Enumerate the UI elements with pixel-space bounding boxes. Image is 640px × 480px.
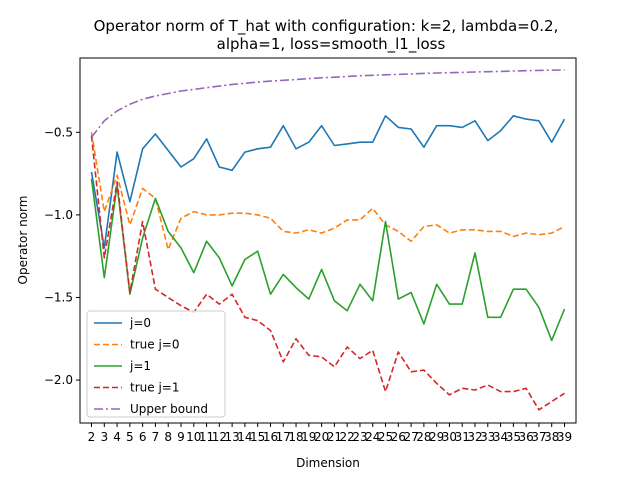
x-tick-label: 34 — [493, 430, 508, 444]
legend-label: true j=0 — [130, 338, 179, 352]
x-tick-label: 9 — [177, 430, 185, 444]
x-axis-label: Dimension — [296, 456, 360, 470]
x-tick-label: 8 — [164, 430, 172, 444]
series-line-upper-bound — [90, 69, 565, 138]
x-tick-label: 29 — [429, 430, 444, 444]
x-tick-label: 14 — [237, 430, 252, 444]
plot-frame — [79, 57, 577, 424]
x-tick-label: 24 — [365, 430, 380, 444]
x-tick-label: 7 — [152, 430, 160, 444]
x-tick-label: 33 — [480, 430, 495, 444]
x-tick-label: 4 — [113, 430, 121, 444]
chart-title: Operator norm of T_hat with configuratio… — [94, 17, 559, 54]
x-axis: 2 3 4 5 6 7 8 9 10111213141516171819202122232425… — [88, 423, 572, 444]
x-tick-label: 2 — [88, 430, 96, 444]
x-tick-label: 26 — [391, 430, 406, 444]
x-tick-label: 38 — [544, 430, 559, 444]
series-line-true-j-1 — [90, 135, 565, 411]
y-tick-label: −0.5 — [44, 125, 73, 139]
chart-title-line-1: Operator norm of T_hat with configuratio… — [94, 17, 559, 36]
legend-label: j=1 — [129, 359, 151, 373]
legend-label: true j=1 — [130, 381, 179, 395]
x-tick-label: 28 — [416, 430, 431, 444]
x-tick-label: 36 — [519, 430, 534, 444]
x-tick-label: 16 — [263, 430, 278, 444]
chart-title-line-2: alpha=1, loss=smooth_l1_loss — [217, 35, 446, 54]
series-layer — [90, 69, 566, 411]
x-tick-label: 23 — [352, 430, 367, 444]
x-tick-label: 20 — [314, 430, 329, 444]
x-tick-label: 11 — [199, 430, 214, 444]
legend-label: Upper bound — [130, 402, 208, 416]
x-tick-label: 30 — [442, 430, 457, 444]
y-axis: −2.0 −1.5 −1.0 −0.5 — [44, 125, 80, 387]
series-line-true-j-0 — [90, 132, 565, 251]
x-tick-label: 25 — [378, 430, 393, 444]
x-tick-label: 39 — [557, 430, 572, 444]
series-line-j-1 — [90, 178, 566, 342]
y-tick-label: −1.5 — [44, 290, 73, 304]
x-tick-label: 6 — [139, 430, 147, 444]
y-axis-label: Operator norm — [16, 196, 30, 285]
x-tick-label: 3 — [100, 430, 108, 444]
x-tick-label: 19 — [301, 430, 316, 444]
legend: j=0 true j=0 j=1 true j=1 Upper bound — [86, 310, 226, 418]
x-tick-label: 10 — [186, 430, 201, 444]
x-tick-label: 15 — [250, 430, 265, 444]
x-tick-label: 13 — [224, 430, 239, 444]
x-tick-label: 22 — [340, 430, 355, 444]
y-tick-label: −2.0 — [44, 373, 73, 387]
x-tick-label: 5 — [126, 430, 134, 444]
legend-label: j=0 — [129, 316, 151, 330]
legend-box — [86, 310, 226, 418]
y-tick-label: −1.0 — [44, 208, 73, 222]
x-tick-label: 27 — [403, 430, 418, 444]
x-tick-label: 12 — [212, 430, 227, 444]
x-tick-label: 32 — [467, 430, 482, 444]
x-tick-label: 37 — [531, 430, 546, 444]
series-line-j-0 — [90, 115, 566, 249]
x-tick-label: 35 — [506, 430, 521, 444]
x-tick-label: 18 — [288, 430, 303, 444]
x-tick-label: 17 — [276, 430, 291, 444]
x-tick-label: 21 — [327, 430, 342, 444]
x-tick-label: 31 — [455, 430, 470, 444]
